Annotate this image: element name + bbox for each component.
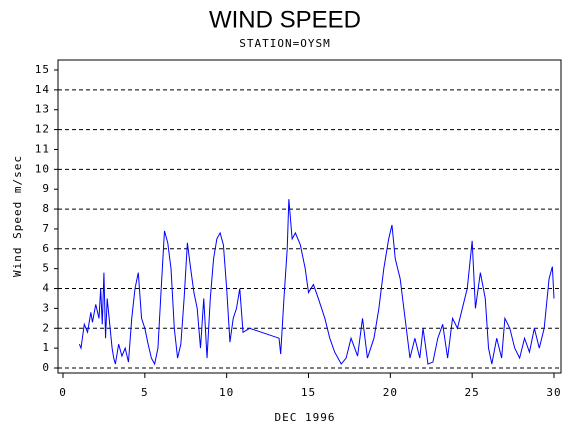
- y-tick-label: 0: [42, 361, 50, 374]
- y-axis-label: Wind Speed m/sec: [11, 155, 24, 277]
- line-series: [78, 199, 555, 366]
- y-tick-label: 12: [35, 123, 50, 136]
- chart-title: WIND SPEED: [209, 6, 361, 33]
- y-tick-label: 11: [35, 142, 50, 155]
- x-tick-label: 25: [465, 386, 480, 399]
- y-tick-label: 7: [42, 222, 50, 235]
- x-tick-label: 30: [546, 386, 561, 399]
- y-tick-label: 14: [35, 83, 50, 96]
- y-tick-label: 3: [42, 301, 50, 314]
- y-tick-label: 1: [42, 341, 50, 354]
- x-axis-label: DEC 1996: [275, 411, 336, 424]
- x-tick-label: 0: [59, 386, 67, 399]
- y-tick-label: 4: [42, 282, 50, 295]
- y-tick-label: 6: [42, 242, 50, 255]
- y-tick-label: 13: [35, 103, 50, 116]
- y-tick-label: 15: [35, 63, 50, 76]
- chart-subtitle: STATION=OYSM: [239, 37, 330, 50]
- x-tick-label: 15: [301, 386, 316, 399]
- x-tick-label: 10: [219, 386, 234, 399]
- x-tick-label: 20: [383, 386, 398, 399]
- x-tick-label: 5: [141, 386, 149, 399]
- y-tick-label: 2: [42, 321, 50, 334]
- plot-frame: [57, 59, 562, 374]
- y-tick-label: 9: [42, 182, 50, 195]
- y-tick-label: 10: [35, 162, 50, 175]
- y-tick-label: 5: [42, 262, 50, 275]
- y-tick-label: 8: [42, 202, 50, 215]
